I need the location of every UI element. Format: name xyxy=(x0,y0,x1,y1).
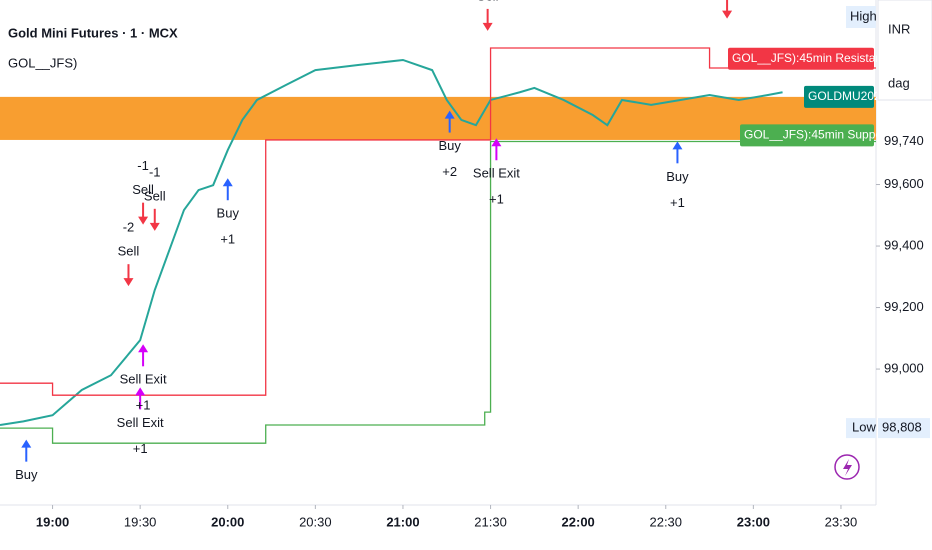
unit-label: dag xyxy=(888,75,910,90)
signal-arrow-head xyxy=(123,278,134,287)
signal: Sell Exit +1 xyxy=(117,387,164,456)
signal: Sell xyxy=(722,0,733,19)
x-tick-label: 20:00 xyxy=(211,514,244,529)
signal: Buy +1 xyxy=(666,141,689,210)
signal-arrow-head xyxy=(672,141,683,150)
signal-label: Sell Exit xyxy=(120,372,167,387)
signal: Sell Exit +1 xyxy=(120,344,167,413)
low-label: Low xyxy=(852,420,876,435)
y-tick-label: 99,200 xyxy=(884,299,924,314)
signal: Buy +1 xyxy=(217,178,240,247)
signal-arrow-head xyxy=(491,138,502,147)
x-tick-label: 23:30 xyxy=(825,514,858,529)
signal-qty: +1 xyxy=(489,192,504,207)
signal-arrow-head xyxy=(149,222,160,231)
signal: Buy xyxy=(15,439,38,482)
high-tag-bg xyxy=(846,6,876,28)
support-tag: GOL__JFS):45min Support xyxy=(744,127,890,141)
side-panel xyxy=(877,0,932,101)
x-tick-label: 19:30 xyxy=(124,514,157,529)
signal-label: Buy xyxy=(666,169,689,184)
signal-arrow-head xyxy=(722,10,733,19)
signal-label: Buy xyxy=(438,138,461,153)
signal-qty: +1 xyxy=(670,195,685,210)
support-tag-bg xyxy=(740,124,874,147)
signal-arrow-head xyxy=(138,344,149,353)
x-tick-label: 21:30 xyxy=(474,514,507,529)
signal-qty: +1 xyxy=(220,232,235,247)
signal-arrow-head xyxy=(21,439,32,448)
x-tick-label: 19:00 xyxy=(36,514,69,529)
x-tick-label: 23:00 xyxy=(737,514,770,529)
signal-label: Sell Exit xyxy=(117,415,164,430)
alert-icon-bolt xyxy=(843,459,852,476)
x-tick-label: 22:00 xyxy=(562,514,595,529)
low-value: 98,808 xyxy=(882,420,922,435)
level-line xyxy=(0,47,876,396)
low-value-bg xyxy=(878,418,930,439)
currency: INR xyxy=(888,21,910,36)
signal-label: Buy xyxy=(217,206,240,221)
high-label: High xyxy=(850,8,877,23)
signal-arrow-head xyxy=(444,110,455,119)
symbol-tag-bg xyxy=(804,85,874,108)
y-tick-label: 99,000 xyxy=(884,360,924,375)
signal: Sell-1 xyxy=(477,0,499,31)
signal-qty: -2 xyxy=(123,220,135,235)
signal-arrow-head xyxy=(222,178,233,187)
chart-subtitle: GOL__JFS) xyxy=(8,55,77,70)
signal-label: Sell xyxy=(144,188,166,203)
signal-qty: +2 xyxy=(442,164,457,179)
signal: Sell -2 xyxy=(118,220,140,287)
resistance-tag: GOL__JFS):45min Resistance xyxy=(732,51,895,65)
signal-qty: +1 xyxy=(136,398,151,413)
signal: Sell -1 xyxy=(132,158,154,225)
signal-label: Sell Exit xyxy=(473,166,520,181)
level-line xyxy=(0,140,876,444)
symbol-tag: GOLDMU2025 xyxy=(808,89,888,103)
signal-label: Sell xyxy=(132,182,154,197)
y-tick-label: 99,400 xyxy=(884,237,924,252)
signal-band xyxy=(0,96,876,140)
signal-label: Buy xyxy=(15,467,38,482)
chart-title: Gold Mini Futures · 1 · MCX xyxy=(8,25,178,40)
signal-arrow-head xyxy=(482,22,493,31)
x-tick-label: 22:30 xyxy=(649,514,682,529)
x-tick-label: 21:00 xyxy=(386,514,419,529)
alert-icon xyxy=(834,454,860,480)
x-tick-label: 20:30 xyxy=(299,514,332,529)
signal: Sell -1 xyxy=(144,164,166,231)
low-tag-bg xyxy=(846,418,876,439)
signal-qty: -1 xyxy=(149,164,161,179)
signal-qty: -1 xyxy=(137,158,149,173)
signal-qty: +1 xyxy=(133,441,148,456)
signal-arrow-head xyxy=(135,387,146,396)
price-line xyxy=(0,58,783,427)
signal-label: Sell xyxy=(477,0,499,3)
signal: Buy +2 xyxy=(438,110,461,179)
support-price: 99,740 xyxy=(884,133,924,148)
signal-arrow-head xyxy=(138,216,149,225)
resistance-tag-bg xyxy=(728,47,874,70)
y-tick-label: 99,600 xyxy=(884,176,924,191)
signal: Sell Exit +1 xyxy=(473,138,520,207)
signal-label: Sell xyxy=(118,244,140,259)
